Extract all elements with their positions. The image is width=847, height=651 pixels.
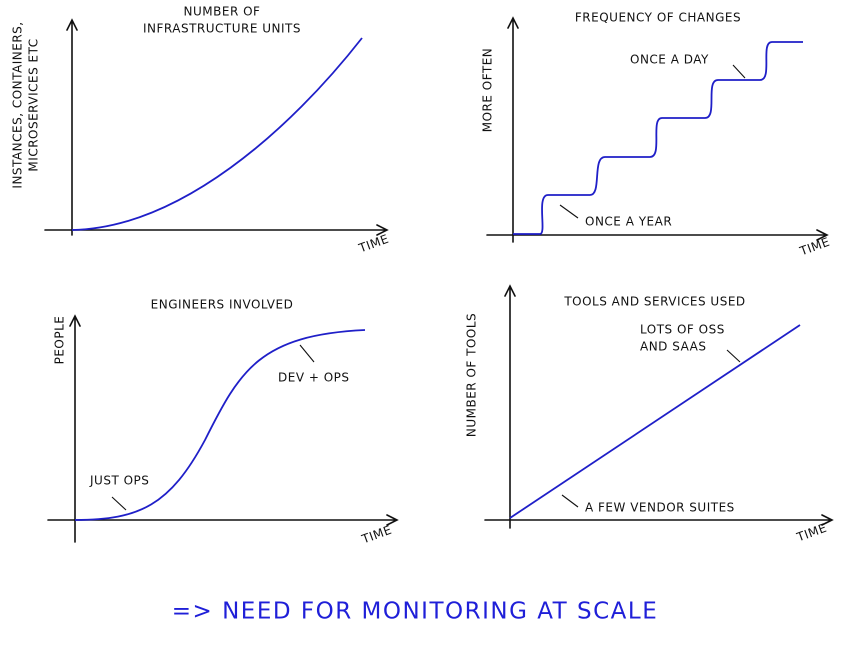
axes <box>486 16 829 243</box>
panel-title: NUMBER OF <box>184 5 261 19</box>
y-label: MORE OFTEN <box>481 48 495 133</box>
leader <box>111 496 127 511</box>
annotation: DEV + OPS <box>278 371 350 385</box>
footer: => NEED FOR MONITORING AT SCALE <box>172 599 659 625</box>
axes <box>484 284 834 529</box>
panel: ENGINEERS INVOLVED PEOPLE TIME DEV + OPS… <box>47 298 399 547</box>
y-label: MICROSERVICES ETC <box>27 38 41 171</box>
leader <box>726 349 741 363</box>
x-label: TIME <box>797 235 832 259</box>
curve <box>509 324 801 519</box>
annotation: ONCE A DAY <box>630 53 709 67</box>
panel: FREQUENCY OF CHANGES MORE OFTEN TIME ONC… <box>481 11 832 259</box>
leader <box>559 204 579 219</box>
leader <box>299 344 315 363</box>
panel-title: ENGINEERS INVOLVED <box>151 298 294 312</box>
annotation: LOTS OF OSS <box>640 323 725 337</box>
y-label: PEOPLE <box>53 316 67 365</box>
leader <box>561 494 579 508</box>
panel: NUMBER OF INFRASTRUCTURE UNITS INSTANCES… <box>11 5 391 256</box>
x-label: TIME <box>356 232 391 256</box>
annotation: JUST OPS <box>89 474 149 488</box>
annotation: A FEW VENDOR SUITES <box>585 501 735 515</box>
x-label: TIME <box>359 523 394 547</box>
curve <box>71 37 363 231</box>
leader <box>732 64 746 79</box>
annotation: AND SAAS <box>640 340 706 354</box>
x-label: TIME <box>794 521 829 545</box>
curve <box>513 41 803 235</box>
panel-title: INFRASTRUCTURE UNITS <box>143 22 301 36</box>
panel: TOOLS AND SERVICES USED NUMBER OF TOOLS … <box>465 284 834 545</box>
panel-title: TOOLS AND SERVICES USED <box>563 295 745 309</box>
annotation: ONCE A YEAR <box>585 215 672 229</box>
axes <box>47 314 399 543</box>
axes <box>44 18 389 236</box>
y-label: INSTANCES, CONTAINERS, <box>11 21 25 188</box>
y-label: NUMBER OF TOOLS <box>465 313 479 437</box>
panel-title: FREQUENCY OF CHANGES <box>575 11 741 25</box>
curve <box>74 329 366 521</box>
